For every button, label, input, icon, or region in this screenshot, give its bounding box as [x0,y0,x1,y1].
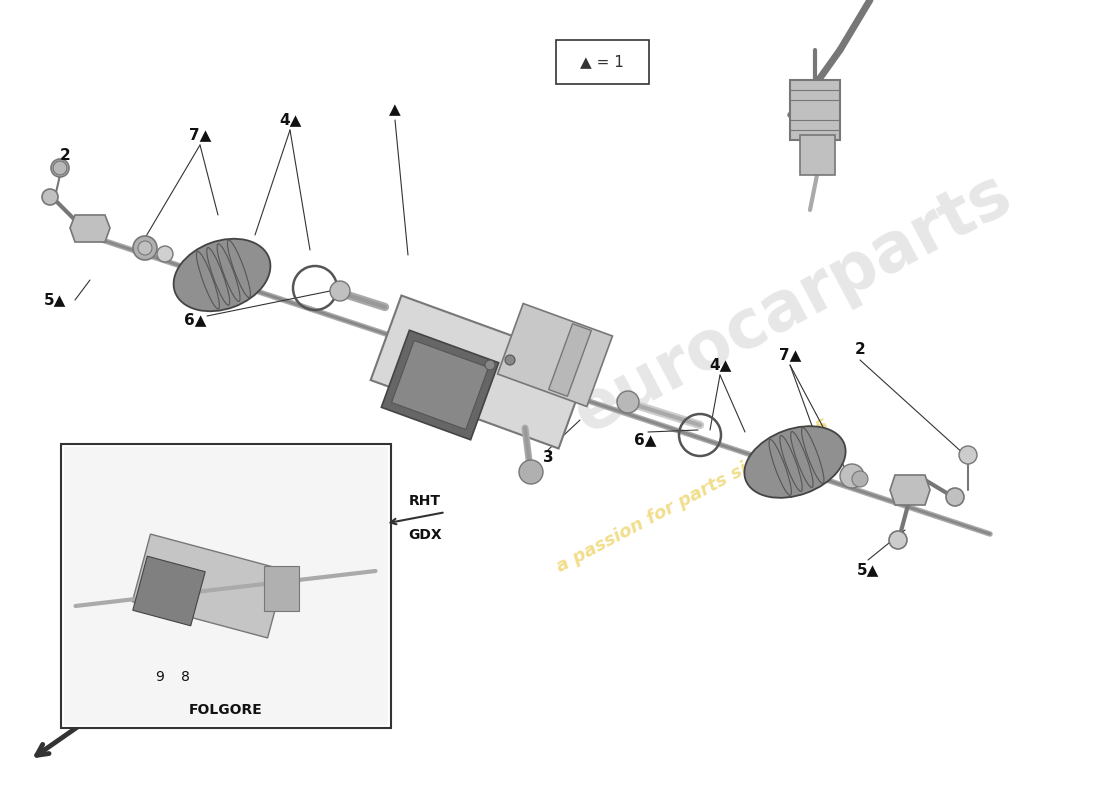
Ellipse shape [745,426,846,498]
Polygon shape [264,566,299,611]
Circle shape [157,246,173,262]
Text: 7▲: 7▲ [189,127,211,142]
Text: GDX: GDX [408,528,442,542]
Text: 5▲: 5▲ [44,293,66,307]
Text: ▲: ▲ [389,102,400,118]
Ellipse shape [174,238,271,311]
Circle shape [617,391,639,413]
Polygon shape [133,556,206,626]
Polygon shape [371,295,590,449]
Circle shape [852,471,868,487]
Circle shape [42,189,58,205]
Text: ▲ = 1: ▲ = 1 [581,54,624,70]
Circle shape [53,161,67,175]
Circle shape [133,236,157,260]
Polygon shape [392,341,488,430]
FancyBboxPatch shape [60,444,390,728]
Text: eurocarparts: eurocarparts [562,161,1022,447]
Circle shape [519,460,543,484]
Polygon shape [790,80,840,140]
Polygon shape [549,324,592,396]
Text: RHT: RHT [408,494,440,508]
Text: 6▲: 6▲ [634,433,657,447]
Polygon shape [382,330,498,440]
Text: 4▲: 4▲ [708,358,732,373]
Circle shape [330,281,350,301]
Circle shape [51,159,69,177]
Circle shape [946,488,964,506]
Polygon shape [70,215,110,242]
Text: 7▲: 7▲ [779,347,801,362]
Circle shape [505,355,515,365]
Polygon shape [132,534,286,638]
FancyBboxPatch shape [556,40,649,84]
Text: 3: 3 [542,450,553,466]
Circle shape [138,241,152,255]
Circle shape [889,531,908,549]
Circle shape [840,464,864,488]
Polygon shape [890,475,930,505]
Text: a passion for parts since 1985: a passion for parts since 1985 [553,416,833,576]
Text: 2: 2 [855,342,866,358]
Circle shape [959,446,977,464]
Polygon shape [497,303,613,406]
Circle shape [485,360,495,370]
Text: 5▲: 5▲ [857,562,879,578]
Polygon shape [800,135,835,175]
Text: 6▲: 6▲ [184,313,207,327]
FancyBboxPatch shape [64,447,387,725]
Text: 8: 8 [182,670,190,684]
Text: 9: 9 [155,670,164,684]
Text: FOLGORE: FOLGORE [188,703,263,717]
Text: 4▲: 4▲ [278,113,301,127]
Text: 2: 2 [59,147,70,162]
